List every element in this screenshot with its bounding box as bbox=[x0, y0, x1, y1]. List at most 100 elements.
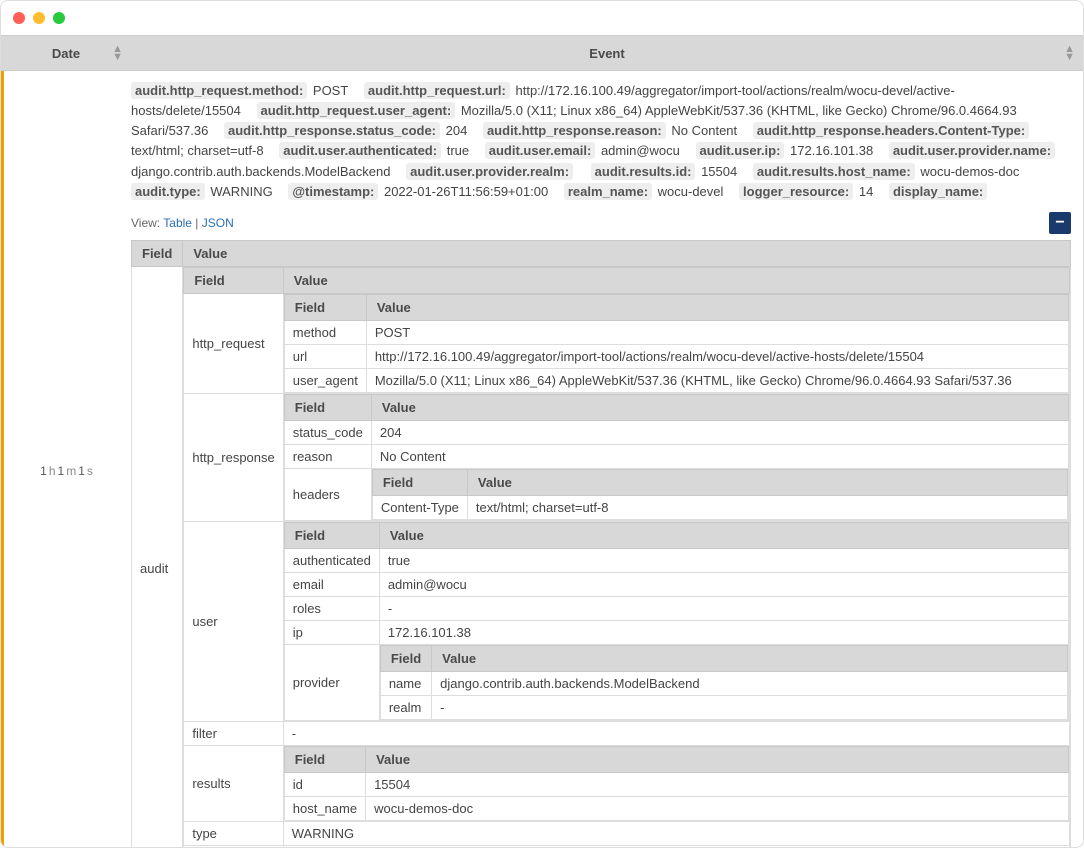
cell-field: roles bbox=[284, 596, 379, 620]
time-minutes: 1 bbox=[58, 464, 65, 478]
table-header: Date ▲▼ Event ▲▼ bbox=[1, 35, 1083, 71]
event-summary: audit.http_request.method: POST audit.ht… bbox=[131, 81, 1071, 202]
sort-icon: ▲▼ bbox=[1064, 45, 1075, 61]
collapse-button[interactable]: − bbox=[1049, 212, 1071, 234]
cell-value: Mozilla/5.0 (X11; Linux x86_64) AppleWeb… bbox=[366, 368, 1068, 392]
cell-field: realm bbox=[380, 695, 431, 719]
summary-chip-value: true bbox=[443, 143, 469, 158]
cell-field: audit bbox=[132, 266, 183, 848]
summary-chip-value: 14 bbox=[855, 184, 873, 199]
window-zoom-icon[interactable] bbox=[53, 12, 65, 24]
column-header-event[interactable]: Event ▲▼ bbox=[131, 46, 1083, 61]
kv-table: FieldValuenamedjango.contrib.auth.backen… bbox=[380, 645, 1068, 720]
cell-value: FieldValuemethodPOSTurlhttp://172.16.100… bbox=[283, 293, 1069, 393]
column-header-date-label: Date bbox=[52, 46, 80, 61]
summary-chip-key: audit.http_response.reason: bbox=[483, 122, 666, 139]
table-row: id15504 bbox=[284, 772, 1068, 796]
summary-chip-value: wocu-demos-doc bbox=[917, 164, 1020, 179]
relative-time-cell: 1h 1m 1s bbox=[4, 71, 131, 848]
summary-chip-key: audit.http_request.url: bbox=[364, 82, 510, 99]
column-header-date[interactable]: Date ▲▼ bbox=[1, 46, 131, 61]
view-switcher: View: Table | JSON − bbox=[131, 212, 1071, 234]
th-value: Value bbox=[283, 267, 1069, 293]
event-cell: audit.http_request.method: POST audit.ht… bbox=[131, 71, 1083, 848]
sort-icon: ▲▼ bbox=[112, 45, 123, 61]
kv-table: FieldValuehttp_requestFieldValuemethodPO… bbox=[183, 267, 1070, 848]
summary-chip-key: audit.user.email: bbox=[485, 142, 596, 159]
app-window: Date ▲▼ Event ▲▼ 1h 1m 1s audit.http_req… bbox=[0, 0, 1084, 848]
cell-value: - bbox=[379, 596, 1068, 620]
th-value: Value bbox=[366, 746, 1069, 772]
window-minimize-icon[interactable] bbox=[33, 12, 45, 24]
cell-value: FieldValueauthenticatedtrueemailadmin@wo… bbox=[283, 521, 1069, 721]
summary-chip-value: WARNING bbox=[207, 184, 273, 199]
cell-value: django.contrib.auth.backends.ModelBacken… bbox=[432, 671, 1068, 695]
cell-value: POST bbox=[366, 320, 1068, 344]
summary-chip: display_name: bbox=[889, 184, 989, 199]
cell-field: headers bbox=[284, 468, 371, 520]
th-field: Field bbox=[284, 294, 366, 320]
summary-chip: audit.user.ip: 172.16.101.38 bbox=[696, 143, 874, 158]
cell-field: email bbox=[284, 572, 379, 596]
summary-chip-key: audit.user.provider.realm: bbox=[406, 163, 573, 180]
table-row: realm- bbox=[380, 695, 1067, 719]
summary-chip: audit.type: WARNING bbox=[131, 184, 273, 199]
cell-field: name bbox=[380, 671, 431, 695]
table-row: filter- bbox=[184, 721, 1070, 745]
th-field: Field bbox=[132, 240, 183, 266]
summary-chip-key: audit.user.authenticated: bbox=[279, 142, 441, 159]
cell-value: text/html; charset=utf-8 bbox=[467, 495, 1067, 519]
cell-value: FieldValuehttp_requestFieldValuemethodPO… bbox=[183, 266, 1071, 848]
summary-chip-key: @timestamp: bbox=[288, 183, 378, 200]
summary-chip-key: logger_resource: bbox=[739, 183, 853, 200]
cell-value: admin@wocu bbox=[379, 572, 1068, 596]
window-close-icon[interactable] bbox=[13, 12, 25, 24]
th-value: Value bbox=[366, 294, 1068, 320]
cell-value: FieldValueid15504host_namewocu-demos-doc bbox=[283, 745, 1069, 821]
summary-chip: audit.user.authenticated: true bbox=[279, 143, 469, 158]
cell-field: url bbox=[284, 344, 366, 368]
summary-chip: audit.results.host_name: wocu-demos-doc bbox=[753, 164, 1019, 179]
summary-chip-key: audit.http_request.method: bbox=[131, 82, 307, 99]
cell-field: user bbox=[184, 521, 283, 721]
summary-chip-value: 172.16.101.38 bbox=[786, 143, 873, 158]
summary-chip-value: 204 bbox=[442, 123, 467, 138]
table-row: user_agentMozilla/5.0 (X11; Linux x86_64… bbox=[284, 368, 1068, 392]
table-row: roles- bbox=[284, 596, 1068, 620]
table-row: http_requestFieldValuemethodPOSTurlhttp:… bbox=[184, 293, 1070, 393]
view-label: View: bbox=[131, 216, 160, 230]
table-row: resultsFieldValueid15504host_namewocu-de… bbox=[184, 745, 1070, 821]
cell-field: status_code bbox=[284, 420, 371, 444]
summary-chip: audit.user.provider.realm: bbox=[406, 164, 579, 179]
table-row: emailadmin@wocu bbox=[284, 572, 1068, 596]
cell-field: method bbox=[284, 320, 366, 344]
summary-chip-value: 15504 bbox=[697, 164, 737, 179]
cell-value: 15504 bbox=[366, 772, 1069, 796]
cell-field: http_response bbox=[184, 393, 283, 521]
kv-table: FieldValuemethodPOSTurlhttp://172.16.100… bbox=[284, 294, 1069, 393]
cell-value: 172.16.101.38 bbox=[379, 620, 1068, 644]
summary-chip: audit.http_response.status_code: 204 bbox=[224, 123, 467, 138]
summary-chip-key: audit.type: bbox=[131, 183, 205, 200]
table-row: reasonNo Content bbox=[284, 444, 1068, 468]
summary-chip: audit.http_request.method: POST bbox=[131, 83, 348, 98]
column-header-event-label: Event bbox=[589, 46, 624, 61]
cell-value: http://172.16.100.49/aggregator/import-t… bbox=[366, 344, 1068, 368]
summary-chip-key: audit.http_response.status_code: bbox=[224, 122, 440, 139]
event-tree-table: FieldValueauditFieldValuehttp_requestFie… bbox=[131, 240, 1071, 848]
table-row: namedjango.contrib.auth.backends.ModelBa… bbox=[380, 671, 1067, 695]
view-sep: | bbox=[195, 216, 198, 230]
summary-chip-key: display_name: bbox=[889, 183, 987, 200]
table-row: status_code204 bbox=[284, 420, 1068, 444]
th-field: Field bbox=[284, 394, 371, 420]
cell-value: FieldValueContent-Typetext/html; charset… bbox=[371, 468, 1068, 520]
cell-field: filter bbox=[184, 721, 283, 745]
cell-field: results bbox=[184, 745, 283, 821]
cell-value: 204 bbox=[371, 420, 1068, 444]
cell-field: provider bbox=[284, 644, 379, 720]
view-table-link[interactable]: Table bbox=[163, 216, 192, 230]
cell-value: FieldValuenamedjango.contrib.auth.backen… bbox=[379, 644, 1068, 720]
summary-chip-value: POST bbox=[309, 83, 348, 98]
summary-chip-key: audit.user.ip: bbox=[696, 142, 785, 159]
view-json-link[interactable]: JSON bbox=[202, 216, 234, 230]
